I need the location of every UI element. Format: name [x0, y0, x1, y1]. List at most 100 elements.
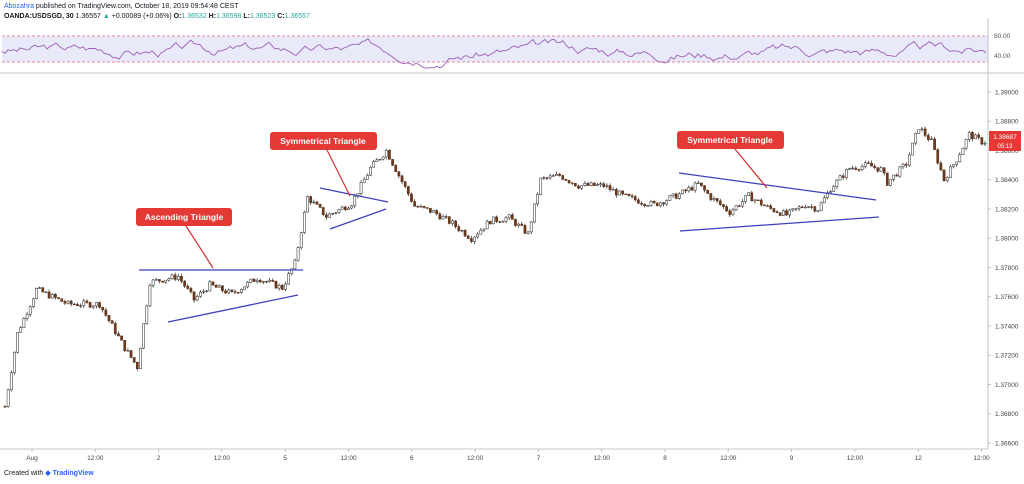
candle-body — [964, 139, 968, 149]
candle-body — [167, 278, 171, 281]
candle-body — [202, 291, 205, 293]
price-axis[interactable]: 1.39000 1.38800 1.38600 1.38400 1.38200 1.380… — [988, 89, 1019, 447]
candle-body — [444, 216, 448, 218]
candle-body — [920, 128, 924, 131]
candle-body — [835, 179, 839, 187]
change-value: +0.00089 (+0.06%) — [111, 13, 172, 20]
candle-body — [287, 273, 290, 285]
candle-body — [460, 230, 464, 232]
sym2-upper-line[interactable] — [678, 172, 877, 201]
candle-body — [343, 206, 347, 210]
candle-body — [208, 281, 212, 292]
candle-body — [507, 214, 511, 219]
trendlines[interactable] — [139, 172, 880, 323]
author-link[interactable]: Abozahra — [4, 3, 34, 10]
candle-body — [195, 296, 199, 301]
candle-body — [173, 274, 177, 280]
candles — [3, 126, 987, 408]
candle-body — [939, 162, 943, 171]
candle-body — [643, 203, 647, 206]
candle-body — [942, 169, 946, 181]
ascending-support-line[interactable] — [167, 294, 299, 323]
candle-body — [649, 200, 653, 206]
candle-body — [570, 182, 574, 184]
sym2-lower-line[interactable] — [679, 216, 880, 232]
candle-body — [334, 212, 338, 214]
candle-body — [22, 318, 26, 328]
candle-body — [769, 205, 773, 209]
candle-body — [879, 167, 883, 172]
candle-body — [715, 198, 719, 202]
candle-body — [892, 174, 895, 180]
rsi-pane[interactable]: 80.00 40.00 — [1, 33, 1011, 69]
candle-body — [555, 173, 558, 176]
candle-body — [684, 189, 687, 192]
candle-body — [510, 214, 514, 220]
tradingview-logo-icon: ◆ — [45, 470, 51, 477]
candle-body — [473, 236, 476, 242]
callout-pointer — [326, 149, 351, 197]
footer-brand[interactable]: TradingView — [52, 470, 94, 477]
candle-body — [372, 161, 376, 168]
candle-body — [60, 298, 64, 302]
candle-body — [205, 290, 209, 292]
candle-body — [271, 280, 275, 282]
footer: Created with ◆ TradingView — [4, 469, 94, 477]
candle-body — [536, 194, 539, 205]
candle-body — [933, 138, 936, 150]
candle-body — [529, 221, 533, 233]
candle-body — [19, 327, 23, 333]
candle-body — [608, 185, 612, 190]
candle-body — [391, 159, 394, 166]
last-price-tag[interactable]: 1.38687 05:13 — [989, 131, 1021, 151]
callout-label: Symmetrical Triangle — [687, 135, 773, 145]
candle-body — [904, 163, 908, 166]
candle-body — [548, 175, 552, 179]
candle-body — [778, 212, 782, 216]
sym1-lower-line[interactable] — [329, 208, 387, 230]
candle-body — [504, 217, 508, 222]
candle-body — [980, 137, 984, 145]
candle-body — [873, 165, 877, 168]
candle-body — [687, 187, 691, 192]
candle-body — [564, 179, 568, 181]
candle-body — [413, 201, 416, 207]
candle-body — [217, 285, 221, 288]
y-tick-label: 1.37800 — [995, 265, 1019, 272]
candle-body — [50, 293, 54, 299]
time-axis[interactable]: Aug 12:00 2 12:00 5 12:00 6 12:00 7 12:00 8 12:00 9 1… — [26, 449, 990, 462]
candle-body — [249, 278, 253, 283]
candle-body — [706, 189, 710, 194]
candle-body — [867, 162, 870, 164]
candle-body — [435, 210, 439, 215]
sym1-upper-line[interactable] — [319, 187, 389, 203]
candle-body — [482, 228, 486, 231]
x-tick-label: 9 — [790, 455, 794, 462]
candle-body — [485, 220, 489, 230]
candle-body — [255, 279, 259, 282]
candle-body — [309, 196, 313, 204]
candle-body — [233, 291, 237, 293]
low-value: 1.36523 — [249, 13, 276, 20]
candle-body — [13, 351, 16, 373]
candle-body — [810, 206, 814, 208]
candle-body — [829, 191, 832, 194]
candle-body — [602, 183, 606, 187]
candle-body — [889, 179, 892, 186]
x-tick-label: 7 — [537, 455, 541, 462]
candle-body — [952, 164, 955, 168]
candle-body — [718, 200, 722, 205]
rsi-band — [2, 36, 988, 62]
candle-body — [290, 268, 294, 274]
candle-body — [737, 205, 741, 207]
callout-ascending[interactable]: Ascending Triangle — [136, 208, 232, 269]
candle-body — [911, 142, 914, 156]
candle-body — [148, 285, 152, 307]
candle-body — [898, 166, 902, 177]
candle-body — [463, 230, 467, 237]
candle-body — [677, 193, 681, 199]
callout-symmetrical-2[interactable]: Symmetrical Triangle — [677, 131, 784, 189]
candle-body — [246, 281, 249, 288]
callout-symmetrical-1[interactable]: Symmetrical Triangle — [270, 132, 377, 197]
